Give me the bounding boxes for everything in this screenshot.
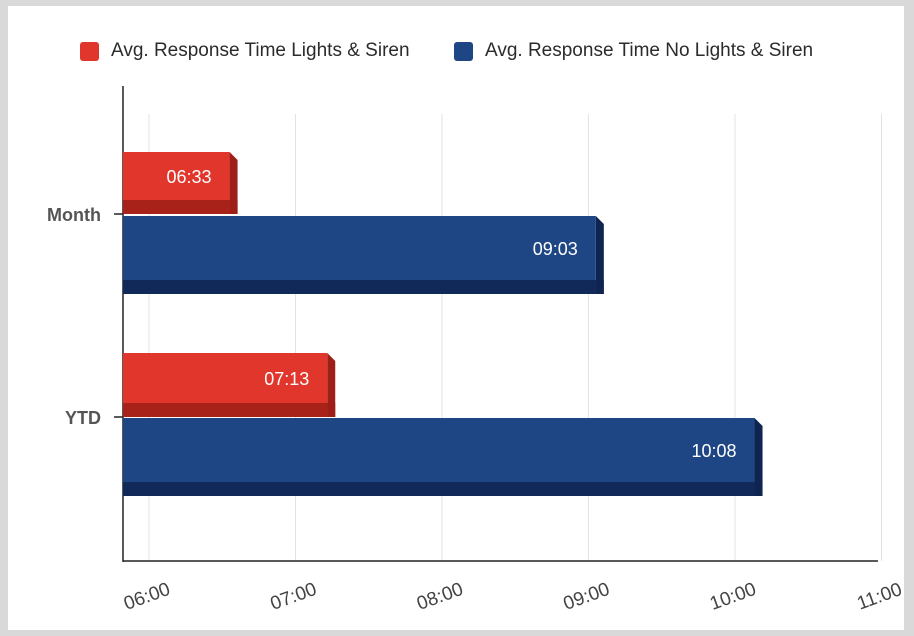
data-label-0-0: 06:33 bbox=[167, 167, 212, 187]
legend-item-no-lights-siren: Avg. Response Time No Lights & Siren bbox=[454, 40, 813, 62]
x-tick-label-3: 09:00 bbox=[561, 579, 613, 615]
bar-side-1-0 bbox=[327, 353, 336, 417]
chart-plot: 06:00 07:00 08:00 09:00 10:00 11:00 Month 06:33… bbox=[47, 86, 904, 615]
bar-shadow-0-1 bbox=[123, 280, 604, 294]
x-tick-label-5: 11:00 bbox=[854, 579, 904, 615]
legend-swatch-no-lights-siren bbox=[454, 41, 473, 61]
bar-side-1-1 bbox=[754, 418, 763, 496]
legend-item-lights-siren: Avg. Response Time Lights & Siren bbox=[80, 40, 410, 62]
bar-shadow-0-0 bbox=[123, 200, 238, 214]
bar-shadow-1-0 bbox=[123, 403, 336, 417]
bar-side-0-1 bbox=[595, 216, 604, 294]
data-label-1-0: 07:13 bbox=[264, 369, 309, 389]
legend-label-no-lights-siren: Avg. Response Time No Lights & Siren bbox=[485, 40, 814, 61]
chart-legend: Avg. Response Time Lights & Siren Avg. R… bbox=[8, 40, 904, 70]
bar-shadow-1-1 bbox=[123, 482, 763, 496]
data-label-0-1: 09:03 bbox=[533, 239, 578, 259]
x-tick-label-2: 08:00 bbox=[414, 579, 466, 615]
legend-swatch-lights-siren bbox=[80, 41, 99, 61]
legend-label-lights-siren: Avg. Response Time Lights & Siren bbox=[111, 40, 410, 61]
y-tick-label-month: Month bbox=[47, 205, 101, 225]
x-tick-label-1: 07:00 bbox=[268, 579, 320, 615]
x-tick-label-0: 06:00 bbox=[121, 579, 173, 615]
y-tick-label-ytd: YTD bbox=[65, 408, 101, 428]
data-label-1-1: 10:08 bbox=[691, 441, 736, 461]
x-tick-label-4: 10:00 bbox=[707, 579, 759, 615]
chart-frame: Avg. Response Time Lights & Siren Avg. R… bbox=[8, 6, 904, 630]
bar-side-0-0 bbox=[229, 152, 238, 214]
